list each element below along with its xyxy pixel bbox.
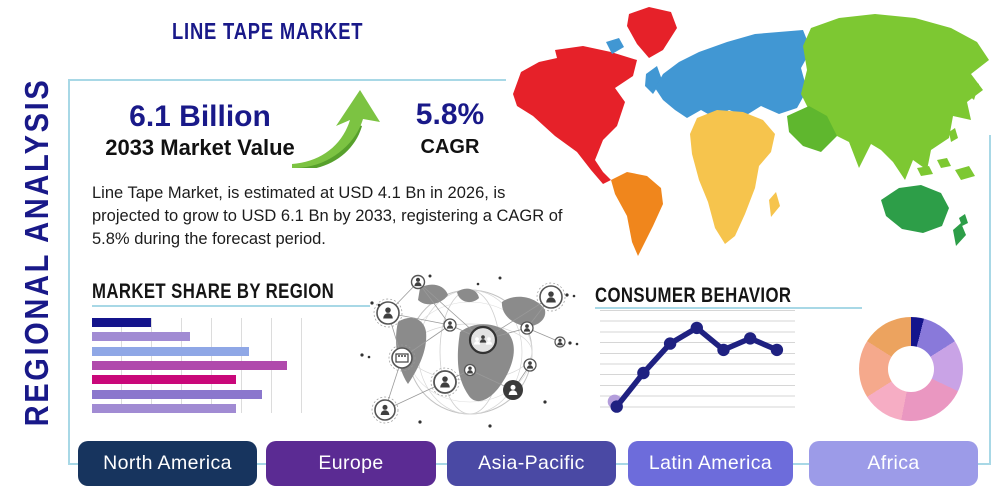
data-point-0 xyxy=(610,400,623,413)
bar-segment-4 xyxy=(92,375,237,385)
network-nodes xyxy=(371,274,566,424)
globe-network-illustration xyxy=(360,274,579,428)
region-button-africa[interactable]: Africa xyxy=(809,441,978,486)
region-button-north-america[interactable]: North America xyxy=(78,441,257,486)
box-border-right xyxy=(989,135,991,465)
region-button-europe[interactable]: Europe xyxy=(266,441,436,486)
consumer-behavior-line-svg xyxy=(607,321,784,413)
map-europe xyxy=(655,30,811,118)
map-philippines xyxy=(949,128,958,142)
vertical-title: REGIONAL ANALYSIS xyxy=(18,77,55,427)
description-line-3: 5.8% during the forecast period. xyxy=(92,230,326,248)
map-madagascar xyxy=(769,192,780,217)
data-point-1 xyxy=(637,366,650,380)
bar-segment-0 xyxy=(92,318,152,327)
world-map xyxy=(513,7,989,256)
page-title: LINE TAPE MARKET xyxy=(172,18,364,44)
data-point-6 xyxy=(770,343,784,357)
box-border-top xyxy=(68,79,506,81)
map-australia xyxy=(881,185,949,233)
region-button-asia-pacific[interactable]: Asia-Pacific xyxy=(447,441,616,486)
data-point-3 xyxy=(690,321,703,335)
consumer-behavior-heading: CONSUMER BEHAVIOR xyxy=(595,283,792,307)
description-line-1: Line Tape Market, is estimated at USD 4.… xyxy=(92,184,506,202)
map-uk xyxy=(645,66,662,94)
data-point-2 xyxy=(663,337,677,350)
market-value-number: 6.1 Billion xyxy=(129,100,271,133)
bar-segment-3 xyxy=(92,360,288,370)
map-japan xyxy=(965,78,979,100)
consumer-behavior-underline xyxy=(595,307,862,309)
market-value-label: 2033 Market Value xyxy=(105,135,295,160)
network-dots xyxy=(360,274,579,428)
map-africa xyxy=(690,110,775,244)
map-south-america xyxy=(611,172,663,256)
box-border-left xyxy=(68,79,70,465)
description-line-2: projected to grow to USD 6.1 Bn by 2033,… xyxy=(92,207,563,225)
bar-segment-2 xyxy=(92,346,249,356)
map-asia xyxy=(801,14,989,180)
bar-segment-5 xyxy=(92,389,262,399)
market-share-bar-chart xyxy=(92,318,304,413)
data-point-4 xyxy=(717,343,730,357)
globe-continent xyxy=(418,284,448,305)
region-button-label: Europe xyxy=(318,452,384,474)
region-button-label: Latin America xyxy=(648,452,773,474)
donut-hole xyxy=(888,346,934,392)
cagr-label: CAGR xyxy=(420,136,480,158)
market-description: Line Tape Market, is estimated at USD 4.… xyxy=(92,182,563,251)
data-point-5 xyxy=(744,332,757,345)
bar-segment-6 xyxy=(92,403,237,413)
map-indonesia xyxy=(917,158,975,180)
map-north-america xyxy=(513,46,637,184)
region-button-label: Asia-Pacific xyxy=(478,452,585,474)
region-button-label: Africa xyxy=(867,452,920,474)
map-greenland xyxy=(627,7,677,58)
region-button-latin-america[interactable]: Latin America xyxy=(628,441,793,486)
consumer-behavior-line-chart xyxy=(600,310,795,415)
cagr-number: 5.8% xyxy=(415,98,485,131)
region-button-label: North America xyxy=(103,452,232,474)
market-share-underline xyxy=(92,305,370,307)
market-share-heading: MARKET SHARE BY REGION xyxy=(92,279,335,303)
regional-share-donut-chart xyxy=(859,317,963,421)
map-new-zealand xyxy=(953,214,968,246)
bar-segment-1 xyxy=(92,332,190,342)
map-iceland xyxy=(606,38,624,54)
growth-arrow-icon xyxy=(292,90,380,168)
map-middle-east xyxy=(787,106,837,152)
growth-arrow-body xyxy=(292,90,380,168)
